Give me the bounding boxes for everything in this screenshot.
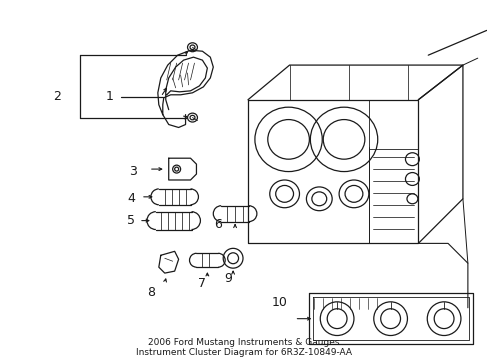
Text: 4: 4: [127, 192, 135, 205]
Text: 10: 10: [271, 296, 287, 309]
Text: 2: 2: [53, 90, 61, 103]
Text: 9: 9: [224, 271, 232, 284]
Text: 8: 8: [146, 287, 155, 300]
Text: 5: 5: [127, 214, 135, 227]
Text: 1: 1: [105, 90, 113, 103]
Text: 2006 Ford Mustang Instruments & Gauges
Instrument Cluster Diagram for 6R3Z-10849: 2006 Ford Mustang Instruments & Gauges I…: [136, 338, 351, 357]
Text: 3: 3: [129, 165, 137, 177]
Text: 7: 7: [198, 276, 206, 289]
Text: 6: 6: [214, 218, 222, 231]
